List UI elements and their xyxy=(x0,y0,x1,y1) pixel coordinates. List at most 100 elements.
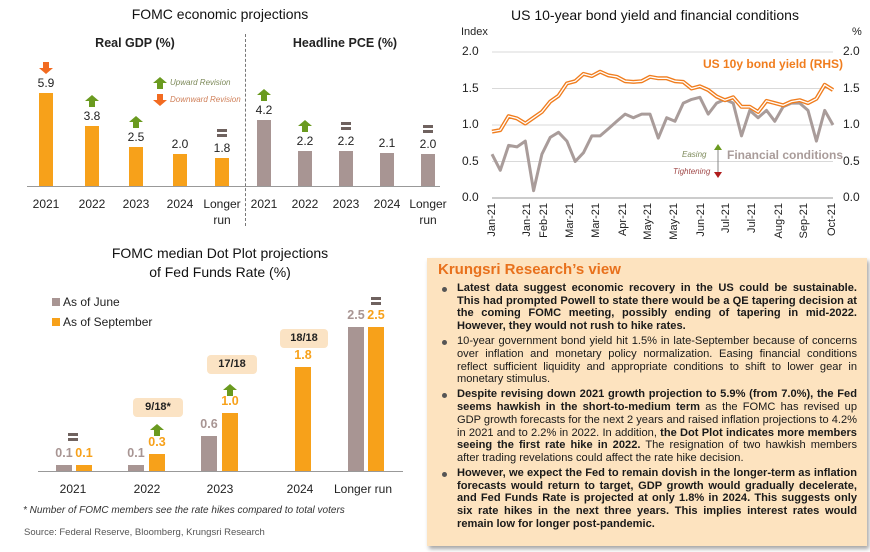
gdp-bar xyxy=(129,146,143,186)
gdp-subtitle: Real GDP (%) xyxy=(95,36,175,50)
equal-icon xyxy=(423,125,433,134)
gdp-bar xyxy=(85,125,99,186)
legend-june-swatch xyxy=(52,298,60,306)
right-tick-label: 0.5 xyxy=(843,153,860,168)
view-bullet: However, we expect the Fed to remain dov… xyxy=(439,467,857,531)
gdp-bar xyxy=(173,154,187,186)
dotplot-category-label: 2023 xyxy=(206,482,234,496)
dotplot-title-line1: FOMC median Dot Plot projections xyxy=(111,245,329,261)
vote-count-box: 17/18 xyxy=(207,355,257,374)
projections-title: FOMC economic projections xyxy=(131,6,309,22)
easing-tightening-arrow-icon xyxy=(714,144,722,178)
arrow-down-icon xyxy=(39,61,53,74)
pce-value-label: 4.2 xyxy=(255,102,273,117)
bond-line-chart xyxy=(490,51,835,199)
arrow-down-icon xyxy=(153,94,167,106)
easing-label: Easing xyxy=(682,150,707,159)
arrow-up-icon xyxy=(298,120,312,133)
text: The resignation of two hawkish members a… xyxy=(457,439,858,464)
june-value-label: 2.5 xyxy=(347,308,365,322)
panel-divider xyxy=(245,34,246,226)
september-value-label: 1.0 xyxy=(221,394,239,409)
yield-series-label: US 10y bond yield (RHS) xyxy=(703,57,844,71)
legend-downward-label: Downward Revision xyxy=(170,95,241,104)
text: as the FOMC has revised up GDP growth fo… xyxy=(457,401,857,439)
x-tick-label: May-21 xyxy=(668,203,680,240)
dotplot-baseline xyxy=(38,471,403,472)
arrow-up-icon xyxy=(257,88,271,101)
pce-category-label: 2024 xyxy=(373,197,401,211)
x-tick-label: Sep-21 xyxy=(798,203,810,239)
projections-baseline xyxy=(27,186,440,187)
gdp-value-label: 2.0 xyxy=(171,137,189,152)
arrow-up-icon xyxy=(129,115,143,128)
equal-icon xyxy=(217,128,227,137)
september-bar xyxy=(149,453,165,471)
pce-value-label: 2.0 xyxy=(419,137,437,152)
financial-conditions-line xyxy=(490,95,835,193)
gdp-category-label: 2023 xyxy=(122,197,150,211)
pce-category-label: 2021 xyxy=(250,197,278,211)
pce-category-label: 2022 xyxy=(291,197,319,211)
pce-bar xyxy=(298,151,312,186)
gdp-value-label: 5.9 xyxy=(37,75,55,90)
equal-icon xyxy=(371,297,381,305)
legend-june-label: As of June xyxy=(63,295,120,309)
x-tick-label: Mar-21 xyxy=(590,203,602,238)
pce-bar xyxy=(421,154,435,186)
dotplot-title-line2: of Fed Funds Rate (%) xyxy=(149,264,291,280)
june-bar xyxy=(201,436,217,471)
legend-june: As of June xyxy=(52,295,120,309)
gdp-value-label: 3.8 xyxy=(83,108,101,123)
bond-yield-line-inner xyxy=(491,70,834,133)
bold-text: However, we expect the Fed to remain dov… xyxy=(457,467,857,530)
bold-text: Latest data suggest economic recovery in… xyxy=(457,282,857,333)
left-tick-label: 1.0 xyxy=(462,117,479,131)
dotplot-category-label: 2022 xyxy=(133,482,161,496)
september-value-label: 0.1 xyxy=(75,446,93,461)
bond-yield-line xyxy=(491,69,835,134)
legend-september-label: As of September xyxy=(63,315,153,329)
june-value-label: 0.1 xyxy=(127,446,145,461)
june-value-label: 0.1 xyxy=(55,446,73,461)
x-tick-label: Aug-21 xyxy=(773,203,785,239)
research-view-bullets: Latest data suggest economic recovery in… xyxy=(439,282,857,533)
dotplot-category-label: 2024 xyxy=(286,482,314,496)
x-tick-label: Jun-21 xyxy=(695,203,707,237)
september-value-label: 1.8 xyxy=(294,348,312,363)
x-tick-label: Apr-21 xyxy=(617,203,629,237)
x-tick-label: Jul-21 xyxy=(720,203,732,233)
pce-category-label: Longer run xyxy=(409,197,447,227)
source-note: Source: Federal Reserve, Bloomberg, Krun… xyxy=(24,527,265,538)
right-tick-label: 0.0 xyxy=(843,190,860,204)
pce-value-label: 2.1 xyxy=(378,135,396,150)
x-tick-label: Mar-21 xyxy=(564,203,576,238)
x-tick-label: Oct-21 xyxy=(826,203,838,237)
dotplot-title: FOMC median Dot Plot projections of Fed … xyxy=(0,244,440,282)
pce-value-label: 2.2 xyxy=(296,134,314,149)
pce-category-label: 2023 xyxy=(332,197,360,211)
text: 10-year government bond yield hit 1.5% i… xyxy=(457,335,857,386)
left-axis-label: Index xyxy=(461,26,488,38)
september-bar xyxy=(295,367,311,471)
x-tick-label: May-21 xyxy=(642,203,654,240)
gdp-category-label: Longer run xyxy=(203,197,241,227)
pce-subtitle: Headline PCE (%) xyxy=(292,36,398,50)
arrow-up-icon xyxy=(85,94,99,107)
september-bar xyxy=(222,413,238,471)
view-bullet: 10-year government bond yield hit 1.5% i… xyxy=(439,335,857,386)
x-tick-label: Jan-21 xyxy=(521,203,533,237)
bond-chart-title: US 10-year bond yield and financial cond… xyxy=(511,7,799,23)
gdp-category-label: 2024 xyxy=(166,197,194,211)
research-view-title: Krungsri Research’s view xyxy=(438,261,621,278)
june-bar xyxy=(128,465,144,471)
gdp-value-label: 1.8 xyxy=(213,140,231,155)
research-view-box: Krungsri Research’s view Latest data sug… xyxy=(427,258,867,546)
bold-text: Despite revising down 2021 growth projec… xyxy=(457,388,857,414)
june-bar xyxy=(56,465,72,471)
x-tick-label: Feb-21 xyxy=(538,203,550,238)
equal-icon xyxy=(341,122,351,131)
bold-text: the Dot Plot indicates more members seei… xyxy=(457,426,857,452)
legend-upward-label: Upward Revision xyxy=(170,78,231,87)
